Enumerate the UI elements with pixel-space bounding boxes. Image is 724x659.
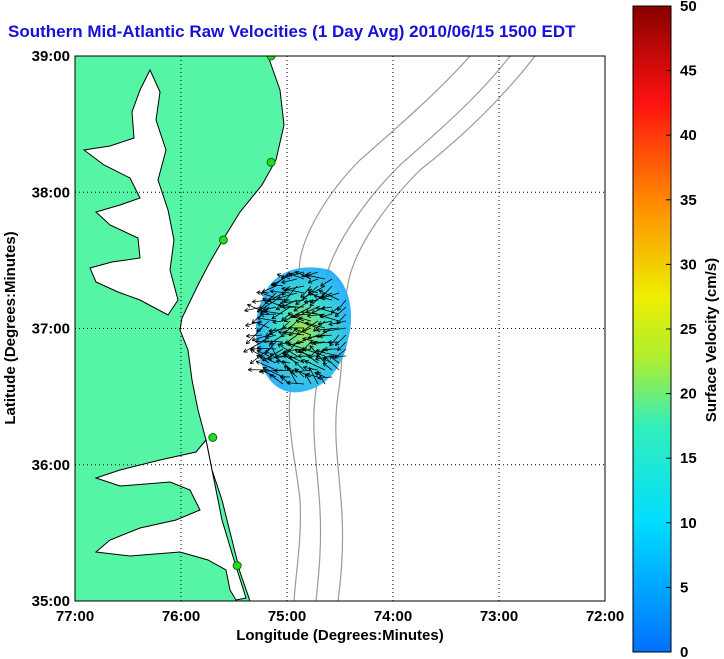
- colorbar-ticks: 0 5 10 15 20 25 30 35 40 45 50: [666, 0, 697, 659]
- x-tick-label: 75:00: [268, 608, 306, 625]
- radar-station-marker: [218, 235, 228, 245]
- colorbar-label: Surface Velocity (cm/s): [703, 258, 720, 422]
- colorbar-tick-label: 40: [680, 127, 697, 144]
- y-tick-label: 38:00: [32, 184, 70, 201]
- colorbar: [632, 5, 672, 653]
- radar-station-marker: [232, 561, 242, 571]
- colorbar-tick-label: 35: [680, 192, 697, 209]
- plot-frame: [74, 55, 606, 602]
- map-title: Southern Mid-Atlantic Raw Velocities (1 …: [8, 22, 576, 41]
- colorbar-tick-label: 20: [680, 386, 697, 403]
- x-tick-label: 76:00: [162, 608, 200, 625]
- colorbar-tick-label: 10: [680, 515, 697, 532]
- x-tick-label: 72:00: [586, 608, 624, 625]
- colorbar-tick-label: 15: [680, 450, 697, 467]
- x-tick-label: 77:00: [56, 608, 94, 625]
- colorbar-tick-label: 25: [680, 321, 697, 338]
- x-tick-labels: 77:00 76:00 75:00 74:00 73:00 72:00: [56, 608, 624, 625]
- velocity-arrows: [243, 270, 347, 386]
- colorbar-tick-label: 45: [680, 63, 697, 80]
- y-tick-label: 39:00: [32, 48, 70, 65]
- colorbar-tick-label: 0: [680, 644, 688, 659]
- x-tick-label: 74:00: [374, 608, 412, 625]
- radar-stations: [208, 56, 276, 571]
- y-tick-label: 36:00: [32, 457, 70, 474]
- albemarle-sound: [94, 438, 247, 601]
- colorbar-tick-label: 30: [680, 256, 697, 273]
- radar-station-marker: [266, 56, 276, 61]
- x-axis-label: Longitude (Degrees:Minutes): [236, 627, 444, 644]
- radar-station-marker: [266, 157, 276, 167]
- colorbar-tick-label: 50: [680, 0, 697, 15]
- radar-station-marker: [208, 433, 218, 442]
- y-tick-label: 37:00: [32, 321, 70, 338]
- colorbar-tick-label: 5: [680, 579, 688, 596]
- chesapeake-bay: [82, 68, 179, 316]
- x-tick-label: 73:00: [480, 608, 518, 625]
- y-axis-label: Latitude (Degrees:Minutes): [2, 231, 19, 424]
- y-tick-label: 35:00: [32, 593, 70, 610]
- y-tick-labels: 39:00 38:00 37:00 36:00 35:00: [32, 48, 70, 610]
